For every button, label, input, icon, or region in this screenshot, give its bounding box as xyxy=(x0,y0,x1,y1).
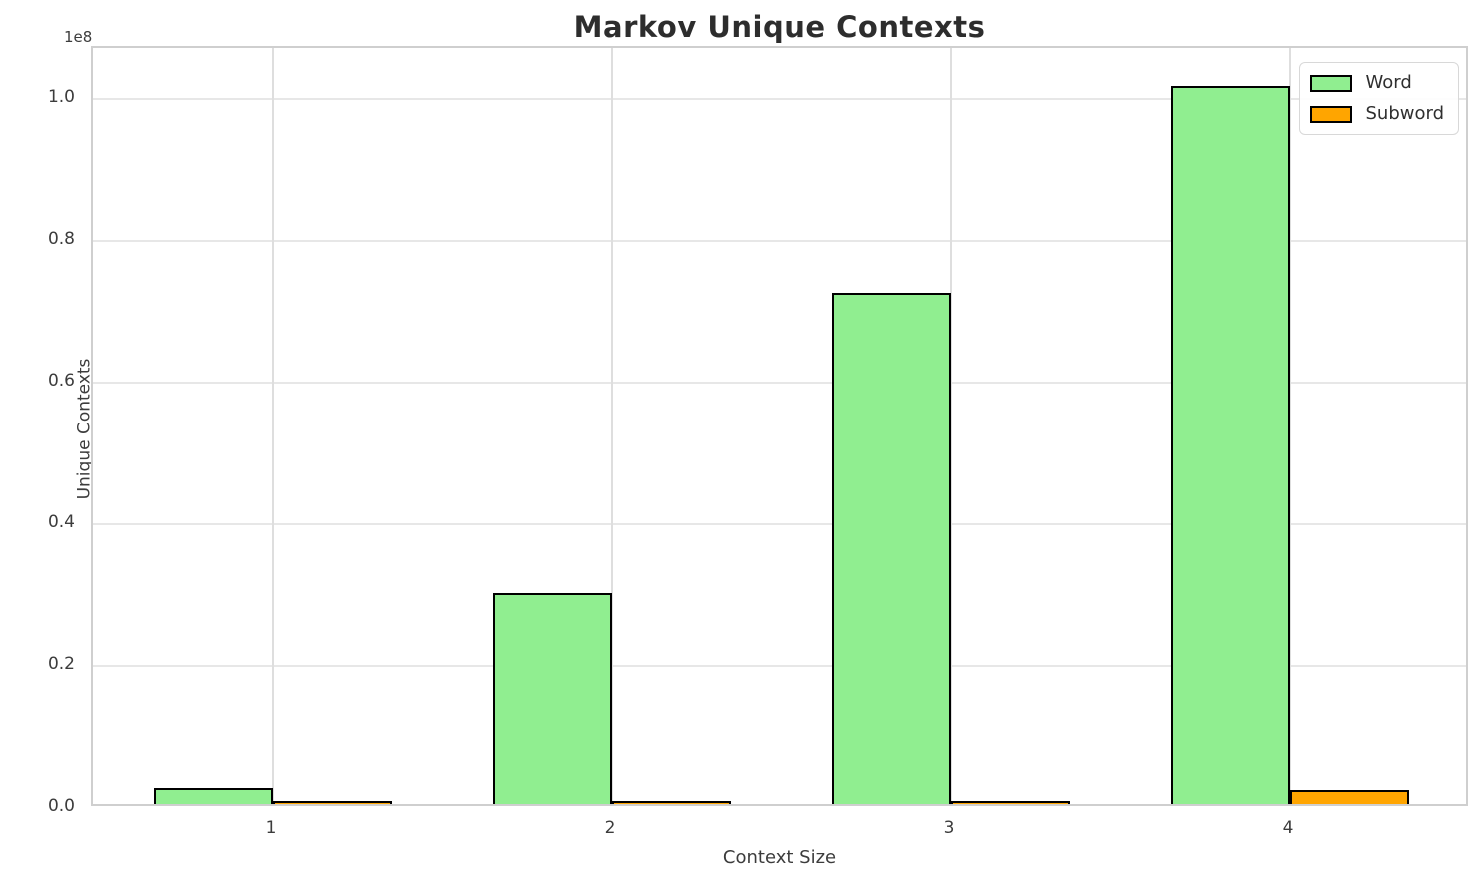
v-gridline xyxy=(611,48,613,804)
y-tick-label: 1.0 xyxy=(47,87,75,107)
bar-word-context-2 xyxy=(493,593,612,804)
bar-word-context-4 xyxy=(1171,86,1290,804)
legend-label-subword: Subword xyxy=(1365,103,1444,124)
bar-subword-context-2 xyxy=(612,801,731,804)
bar-word-context-1 xyxy=(154,788,273,804)
y-tick-label: 0.6 xyxy=(47,370,75,391)
legend: Word Subword xyxy=(1299,62,1459,135)
y-tick-label: 0.4 xyxy=(47,512,75,533)
h-gridline xyxy=(93,665,1466,668)
x-tick-label: 2 xyxy=(604,818,616,838)
x-tick-label: 1 xyxy=(265,818,277,838)
h-gridline xyxy=(93,239,1466,242)
legend-item-word: Word xyxy=(1310,72,1444,94)
bar-subword-context-3 xyxy=(951,801,1070,804)
y-tick-label: 0.8 xyxy=(47,228,75,249)
subword-series-swatch xyxy=(1310,105,1353,123)
legend-label-word: Word xyxy=(1365,72,1412,93)
word-series-swatch xyxy=(1310,74,1353,92)
v-gridline xyxy=(272,48,274,804)
x-axis-label: Context Size xyxy=(722,847,837,868)
y-axis-offset-text: 1e8 xyxy=(64,28,93,46)
h-gridline xyxy=(93,98,1466,100)
chart-title: Markov Unique Contexts xyxy=(573,10,986,44)
y-tick-label: 0.2 xyxy=(47,654,75,675)
bar-subword-context-1 xyxy=(273,801,392,804)
v-gridline xyxy=(950,48,952,804)
bar-word-context-3 xyxy=(832,293,951,804)
bar-subword-context-4 xyxy=(1290,790,1409,804)
h-gridline xyxy=(93,381,1466,384)
x-tick-label: 3 xyxy=(943,818,955,838)
h-gridline xyxy=(93,523,1466,526)
x-tick-label: 4 xyxy=(1282,818,1294,838)
plot-area: Word Subword xyxy=(91,46,1468,806)
y-tick-label: 0.0 xyxy=(47,796,75,816)
legend-item-subword: Subword xyxy=(1310,103,1444,125)
v-gridline xyxy=(1289,48,1291,804)
